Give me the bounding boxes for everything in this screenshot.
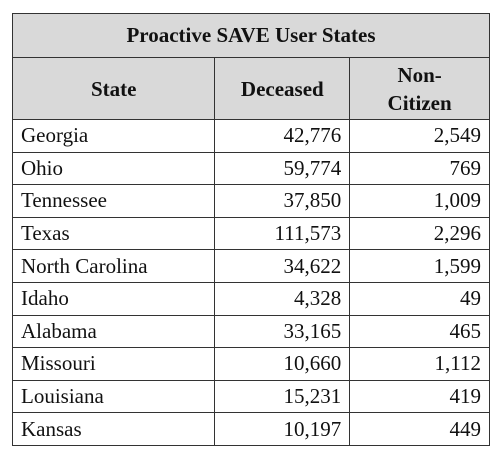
state-cell: Idaho	[11, 281, 216, 316]
table-row: Idaho 4,328 49	[11, 281, 490, 316]
count-cell: 2,296	[349, 216, 490, 251]
header-row: State Deceased Non-Citizen	[11, 57, 490, 120]
table-row: Tennessee 37,850 1,009	[11, 184, 490, 218]
state-cell: Texas	[11, 216, 216, 251]
count-cell: 465	[349, 314, 490, 349]
column-header-text: State	[90, 76, 137, 101]
table-row: Louisiana 15,231 419	[11, 379, 490, 414]
count-cell: 42,776	[214, 119, 351, 153]
state-cell: Alabama	[11, 314, 216, 349]
count-cell: 15,231	[214, 379, 351, 414]
count-cell: 59,774	[214, 151, 351, 186]
count-cell: 10,660	[214, 347, 351, 381]
state-cell: Louisiana	[11, 379, 216, 414]
column-header: Deceased	[214, 57, 351, 120]
count-cell: 419	[349, 379, 490, 414]
table-row: Missouri 10,660 1,112	[11, 347, 490, 381]
table-body: Georgia 42,776 2,549 Ohio 59,774 769 Tennessee…	[11, 119, 490, 446]
table-row: Texas 111,573 2,296	[11, 216, 490, 251]
count-cell: 34,622	[214, 249, 351, 283]
count-cell: 1,112	[349, 347, 490, 381]
state-cell: Missouri	[11, 347, 216, 381]
count-cell: 33,165	[214, 314, 351, 349]
column-header-text: Non-Citizen	[387, 62, 452, 115]
table-row: Alabama 33,165 465	[11, 314, 490, 349]
column-header: State	[11, 57, 216, 120]
count-cell: 769	[349, 151, 490, 186]
count-cell: 449	[349, 412, 490, 446]
state-cell: Georgia	[11, 119, 216, 153]
column-header: Non-Citizen	[349, 57, 490, 120]
table-row: Kansas 10,197 449	[11, 412, 490, 446]
table-row: North Carolina 34,622 1,599	[11, 249, 490, 283]
count-cell: 1,009	[349, 184, 490, 218]
count-cell: 49	[349, 281, 490, 316]
state-cell: Ohio	[11, 151, 216, 186]
column-header-text: Deceased	[240, 76, 324, 101]
table-row: Ohio 59,774 769	[11, 151, 490, 186]
count-cell: 111,573	[214, 216, 351, 251]
count-cell: 1,599	[349, 249, 490, 283]
state-cell: North Carolina	[11, 249, 216, 283]
data-table: Proactive SAVE User States State Deceased…	[11, 13, 490, 446]
state-cell: Kansas	[11, 412, 216, 446]
count-cell: 10,197	[214, 412, 351, 446]
count-cell: 4,328	[214, 281, 351, 316]
table-title: Proactive SAVE User States	[12, 13, 490, 58]
table-row: Georgia 42,776 2,549	[11, 119, 490, 153]
count-cell: 2,549	[349, 119, 490, 153]
state-cell: Tennessee	[11, 184, 216, 218]
count-cell: 37,850	[214, 184, 351, 218]
